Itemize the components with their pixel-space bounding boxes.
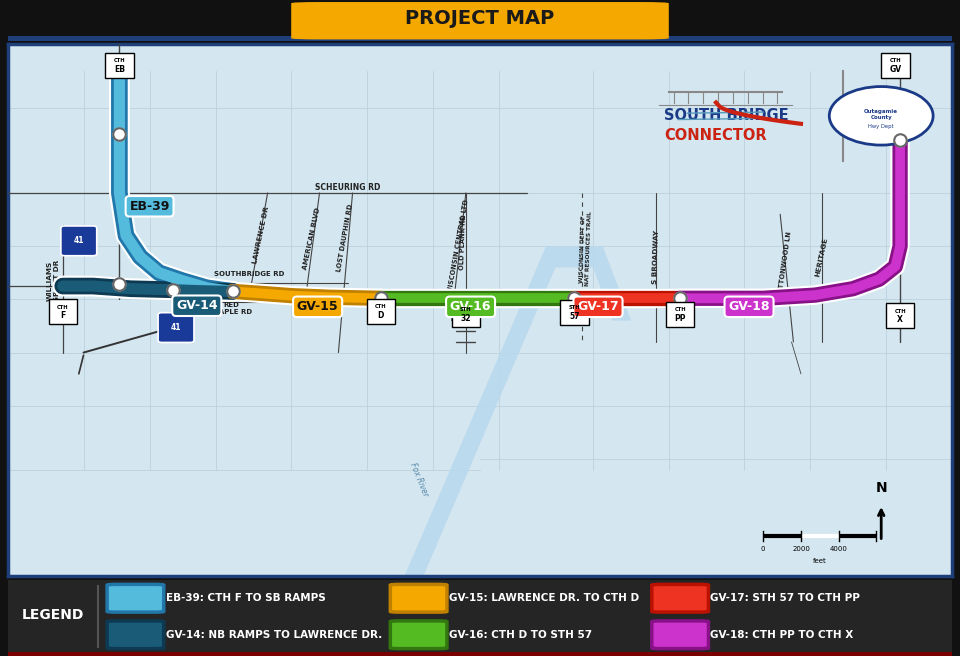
Text: S BROADWAY: S BROADWAY — [652, 230, 660, 284]
Text: 32: 32 — [461, 314, 471, 323]
Text: GV-17: STH 57 TO CTH PP: GV-17: STH 57 TO CTH PP — [710, 593, 860, 604]
FancyBboxPatch shape — [886, 303, 914, 328]
Text: EB: EB — [114, 65, 125, 74]
Text: 2000: 2000 — [792, 546, 810, 552]
Polygon shape — [367, 246, 631, 576]
FancyBboxPatch shape — [49, 299, 77, 324]
Text: CTH: CTH — [113, 58, 125, 64]
Text: AMERICAN BLVD: AMERICAN BLVD — [302, 207, 322, 270]
FancyBboxPatch shape — [391, 584, 447, 612]
Text: GV-17: GV-17 — [577, 300, 619, 314]
Text: EB-39: CTH F TO SB RAMPS: EB-39: CTH F TO SB RAMPS — [166, 593, 325, 604]
Text: EB-39: EB-39 — [130, 200, 170, 213]
Text: WISCONSIN CENTRAL LTD: WISCONSIN CENTRAL LTD — [447, 199, 469, 294]
Text: GV: GV — [889, 65, 901, 74]
FancyBboxPatch shape — [108, 621, 164, 649]
Text: GV-15: GV-15 — [297, 300, 339, 314]
Text: GV-16: GV-16 — [450, 300, 492, 314]
FancyBboxPatch shape — [108, 584, 164, 612]
FancyBboxPatch shape — [451, 302, 480, 327]
Text: 57: 57 — [569, 312, 580, 321]
Text: CTH: CTH — [895, 308, 906, 314]
Text: 41: 41 — [171, 323, 181, 332]
Text: COTTONWOOD LN: COTTONWOOD LN — [778, 231, 793, 299]
FancyBboxPatch shape — [158, 313, 194, 342]
FancyBboxPatch shape — [561, 300, 588, 325]
Text: SCHEURING RD: SCHEURING RD — [315, 183, 380, 192]
FancyBboxPatch shape — [367, 298, 396, 323]
Text: RED
MAPLE RD: RED MAPLE RD — [211, 302, 252, 316]
FancyBboxPatch shape — [652, 621, 708, 649]
Text: HERITAGE: HERITAGE — [815, 237, 828, 277]
Text: STH: STH — [460, 308, 471, 312]
FancyBboxPatch shape — [666, 302, 694, 327]
Text: LAWRENCE DR: LAWRENCE DR — [252, 207, 270, 264]
Text: WISCONSIN DEPT OF
NAT RESOURCES TRAIL: WISCONSIN DEPT OF NAT RESOURCES TRAIL — [579, 211, 592, 287]
Text: CTH: CTH — [674, 308, 686, 312]
Text: GV-15: LAWRENCE DR. TO CTH D: GV-15: LAWRENCE DR. TO CTH D — [449, 593, 639, 604]
Text: Fox River: Fox River — [408, 462, 429, 498]
Circle shape — [829, 87, 933, 145]
Text: ROCKLAND
RD: ROCKLAND RD — [653, 298, 696, 311]
Text: GV-18: CTH PP TO CTH X: GV-18: CTH PP TO CTH X — [710, 630, 853, 640]
Text: GV-14: NB RAMPS TO LAWRENCE DR.: GV-14: NB RAMPS TO LAWRENCE DR. — [166, 630, 382, 640]
FancyBboxPatch shape — [652, 584, 708, 612]
Text: feet: feet — [813, 558, 827, 564]
Text: SOUTH BRIDGE: SOUTH BRIDGE — [664, 108, 789, 123]
FancyBboxPatch shape — [881, 52, 909, 78]
Text: LOST DAUPHIN RD: LOST DAUPHIN RD — [336, 204, 354, 272]
Text: 41: 41 — [74, 236, 84, 245]
Text: Hwy Dept: Hwy Dept — [869, 124, 894, 129]
FancyBboxPatch shape — [106, 52, 133, 78]
Text: Outagamie
County: Outagamie County — [864, 109, 899, 119]
Text: PROJECT MAP: PROJECT MAP — [405, 9, 555, 28]
Text: STH: STH — [568, 305, 580, 310]
FancyBboxPatch shape — [60, 226, 97, 256]
FancyBboxPatch shape — [391, 621, 447, 649]
Text: GV-16: CTH D TO STH 57: GV-16: CTH D TO STH 57 — [449, 630, 592, 640]
Text: X: X — [898, 315, 903, 324]
Text: 0: 0 — [761, 546, 765, 552]
Text: D: D — [377, 311, 384, 320]
Text: LEGEND: LEGEND — [22, 608, 84, 622]
Text: SOUTHBRIDGE RD: SOUTHBRIDGE RD — [213, 271, 284, 277]
Text: GV-18: GV-18 — [729, 300, 770, 314]
Text: N: N — [876, 481, 887, 495]
Text: 4000: 4000 — [829, 546, 848, 552]
Text: F: F — [60, 312, 65, 320]
Text: OLD PLANK RD: OLD PLANK RD — [459, 214, 467, 270]
Text: PACKERLAND
DR: PACKERLAND DR — [109, 100, 129, 157]
Text: WILLIAMS
GRANT DR: WILLIAMS GRANT DR — [47, 260, 60, 302]
Text: CTH: CTH — [57, 305, 68, 310]
Bar — [8, 36, 952, 41]
Text: PP: PP — [674, 314, 685, 323]
Text: CONNECTOR: CONNECTOR — [664, 128, 767, 143]
Text: CTH: CTH — [890, 58, 901, 64]
Text: CTH: CTH — [375, 304, 387, 309]
Text: GV-14: GV-14 — [176, 299, 218, 312]
Text: MONROE
RD: MONROE RD — [893, 228, 907, 264]
FancyBboxPatch shape — [291, 2, 669, 39]
